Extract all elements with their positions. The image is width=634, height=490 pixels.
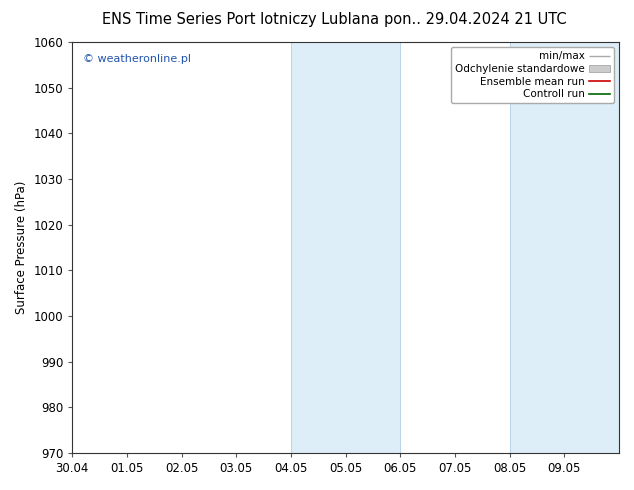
Bar bbox=[510, 42, 634, 453]
Bar bbox=[291, 42, 400, 453]
Legend: min/max, Odchylenie standardowe, Ensemble mean run, Controll run: min/max, Odchylenie standardowe, Ensembl… bbox=[451, 47, 614, 103]
Text: © weatheronline.pl: © weatheronline.pl bbox=[83, 54, 191, 64]
Text: ENS Time Series Port lotniczy Lublana: ENS Time Series Port lotniczy Lublana bbox=[102, 12, 380, 27]
Text: pon.. 29.04.2024 21 UTC: pon.. 29.04.2024 21 UTC bbox=[384, 12, 567, 27]
Y-axis label: Surface Pressure (hPa): Surface Pressure (hPa) bbox=[15, 181, 28, 314]
